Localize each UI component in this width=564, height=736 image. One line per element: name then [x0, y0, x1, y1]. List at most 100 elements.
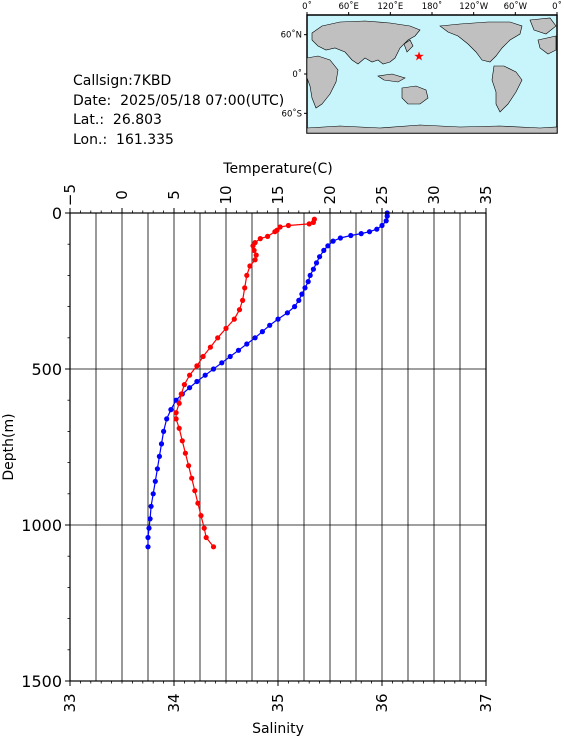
salinity-data-point: [285, 222, 291, 229]
salinity-data-point: [265, 233, 271, 239]
land-africa: [306, 55, 339, 109]
station-star-icon: [414, 51, 424, 61]
land-australia: [401, 85, 429, 105]
longitude-text: Lon.: 161.335: [73, 132, 174, 149]
salinity-data-point: [240, 297, 246, 303]
salinity-data-point: [179, 438, 185, 444]
salinity-data-point: [194, 363, 200, 369]
salinity-tick-label: 34: [165, 693, 183, 712]
salinity-data-point: [272, 229, 278, 235]
salinity-data-point: [203, 534, 209, 541]
temperature-axis: −5 0 5 10 15 20 25 30 35: [61, 184, 495, 213]
salinity-data-point: [201, 525, 207, 531]
salinity-data-point: [173, 416, 179, 422]
salinity-tick-label: 33: [61, 693, 79, 712]
chart-grid: [69, 213, 487, 681]
land-north-america: [439, 21, 523, 63]
temperature-axis-label: Temperature(C): [222, 161, 332, 177]
temperature-data-point: [187, 385, 193, 391]
temperature-data-point: [150, 491, 156, 497]
temperature-data-point: [374, 226, 380, 232]
map-lat-label: 0˚: [292, 69, 302, 80]
temperature-data-point: [147, 516, 153, 522]
temperature-data-point: [164, 416, 170, 422]
temperature-tick-label: 20: [321, 185, 339, 204]
temperature-data-point: [313, 260, 320, 266]
salinity-data-point: [176, 425, 182, 431]
land-eurasia: [311, 20, 421, 65]
salinity-tick-label: 37: [477, 693, 495, 712]
land-japan: [403, 39, 414, 53]
land-indonesia: [377, 73, 406, 83]
land-antarctica: [306, 124, 558, 134]
map-lon-label: 120˚E: [377, 1, 403, 12]
temperature-tick-label: 35: [477, 185, 495, 204]
salinity-data-point: [242, 285, 248, 291]
salinity-data-point: [210, 544, 217, 550]
temperature-data-point: [210, 366, 217, 372]
salinity-axis: 33 34 35 36 37: [61, 681, 495, 713]
salinity-data-point: [310, 219, 316, 225]
temperature-tick-label: 30: [425, 185, 443, 204]
temperature-profile-line: [147, 213, 388, 547]
temperature-tick-label: 5: [165, 190, 183, 200]
salinity-data-point: [178, 391, 184, 397]
map-lon-label: 180˚: [422, 1, 442, 12]
temperature-data-point: [302, 285, 308, 291]
salinity-data-point: [173, 410, 179, 416]
temperature-data-point: [202, 372, 208, 378]
temperature-data-point: [145, 534, 151, 541]
temperature-data-point: [156, 453, 162, 459]
temperature-tick-label: 15: [269, 185, 287, 204]
temperature-data-point: [158, 441, 165, 447]
temperature-data-point: [235, 347, 242, 353]
depth-tick-label: 0: [52, 204, 62, 223]
date-text: Date: 2025/05/18 07:00(UTC): [73, 92, 285, 109]
temperature-data-point: [275, 316, 281, 322]
salinity-data-point: [277, 224, 283, 230]
location-map: 0˚ 60˚E 120˚E 180˚ 120˚W 60˚W 0˚ 60˚N 0˚ 60˚S: [281, 1, 562, 134]
map-lat-label: 60˚S: [282, 108, 302, 119]
temperature-data-point: [219, 360, 225, 366]
temperature-data-point: [348, 232, 354, 239]
land-greenland: [529, 17, 557, 35]
temperature-data-point: [325, 243, 331, 249]
salinity-data-point: [257, 236, 263, 242]
map-lon-label: 60˚W: [504, 1, 528, 12]
temperature-tick-label: 25: [373, 185, 391, 204]
salinity-data-point: [186, 463, 192, 469]
salinity-tick-label: 36: [373, 693, 391, 712]
chart-series: [145, 210, 390, 550]
map-lon-label: 60˚E: [338, 1, 358, 12]
land-south-america: [491, 65, 523, 113]
salinity-data-point: [231, 316, 237, 322]
temperature-data-point: [292, 304, 298, 310]
callsign-text: Callsign:7KBD: [73, 73, 172, 89]
salinity-data-point: [195, 500, 201, 506]
latitude-text: Lat.: 26.803: [73, 112, 162, 129]
temperature-tick-label: −5: [61, 184, 79, 206]
temperature-data-point: [145, 544, 151, 550]
temperature-data-point: [267, 322, 273, 328]
depth-axis: 0 500 1000 1500: [21, 204, 70, 691]
map-lon-label: 120˚W: [459, 1, 488, 12]
temperature-data-point: [317, 254, 323, 260]
salinity-data-point: [198, 513, 204, 519]
temperature-data-point: [146, 525, 152, 531]
temperature-data-point: [337, 235, 343, 241]
salinity-data-point: [192, 488, 198, 494]
temperature-data-point: [366, 229, 373, 235]
salinity-data-point: [176, 400, 182, 406]
salinity-data-point: [181, 382, 187, 388]
salinity-data-point: [182, 450, 188, 456]
temperature-data-point: [154, 466, 160, 472]
salinity-data-point: [189, 475, 195, 481]
salinity-data-point: [207, 344, 213, 350]
salinity-data-point: [252, 257, 258, 263]
land-europe: [537, 35, 557, 55]
temperature-data-point: [379, 222, 385, 229]
temperature-data-point: [321, 247, 327, 253]
temperature-data-point: [384, 213, 390, 219]
temperature-data-point: [330, 238, 336, 244]
station-info: Callsign:7KBD Date: 2025/05/18 07:00(UTC…: [73, 72, 284, 151]
